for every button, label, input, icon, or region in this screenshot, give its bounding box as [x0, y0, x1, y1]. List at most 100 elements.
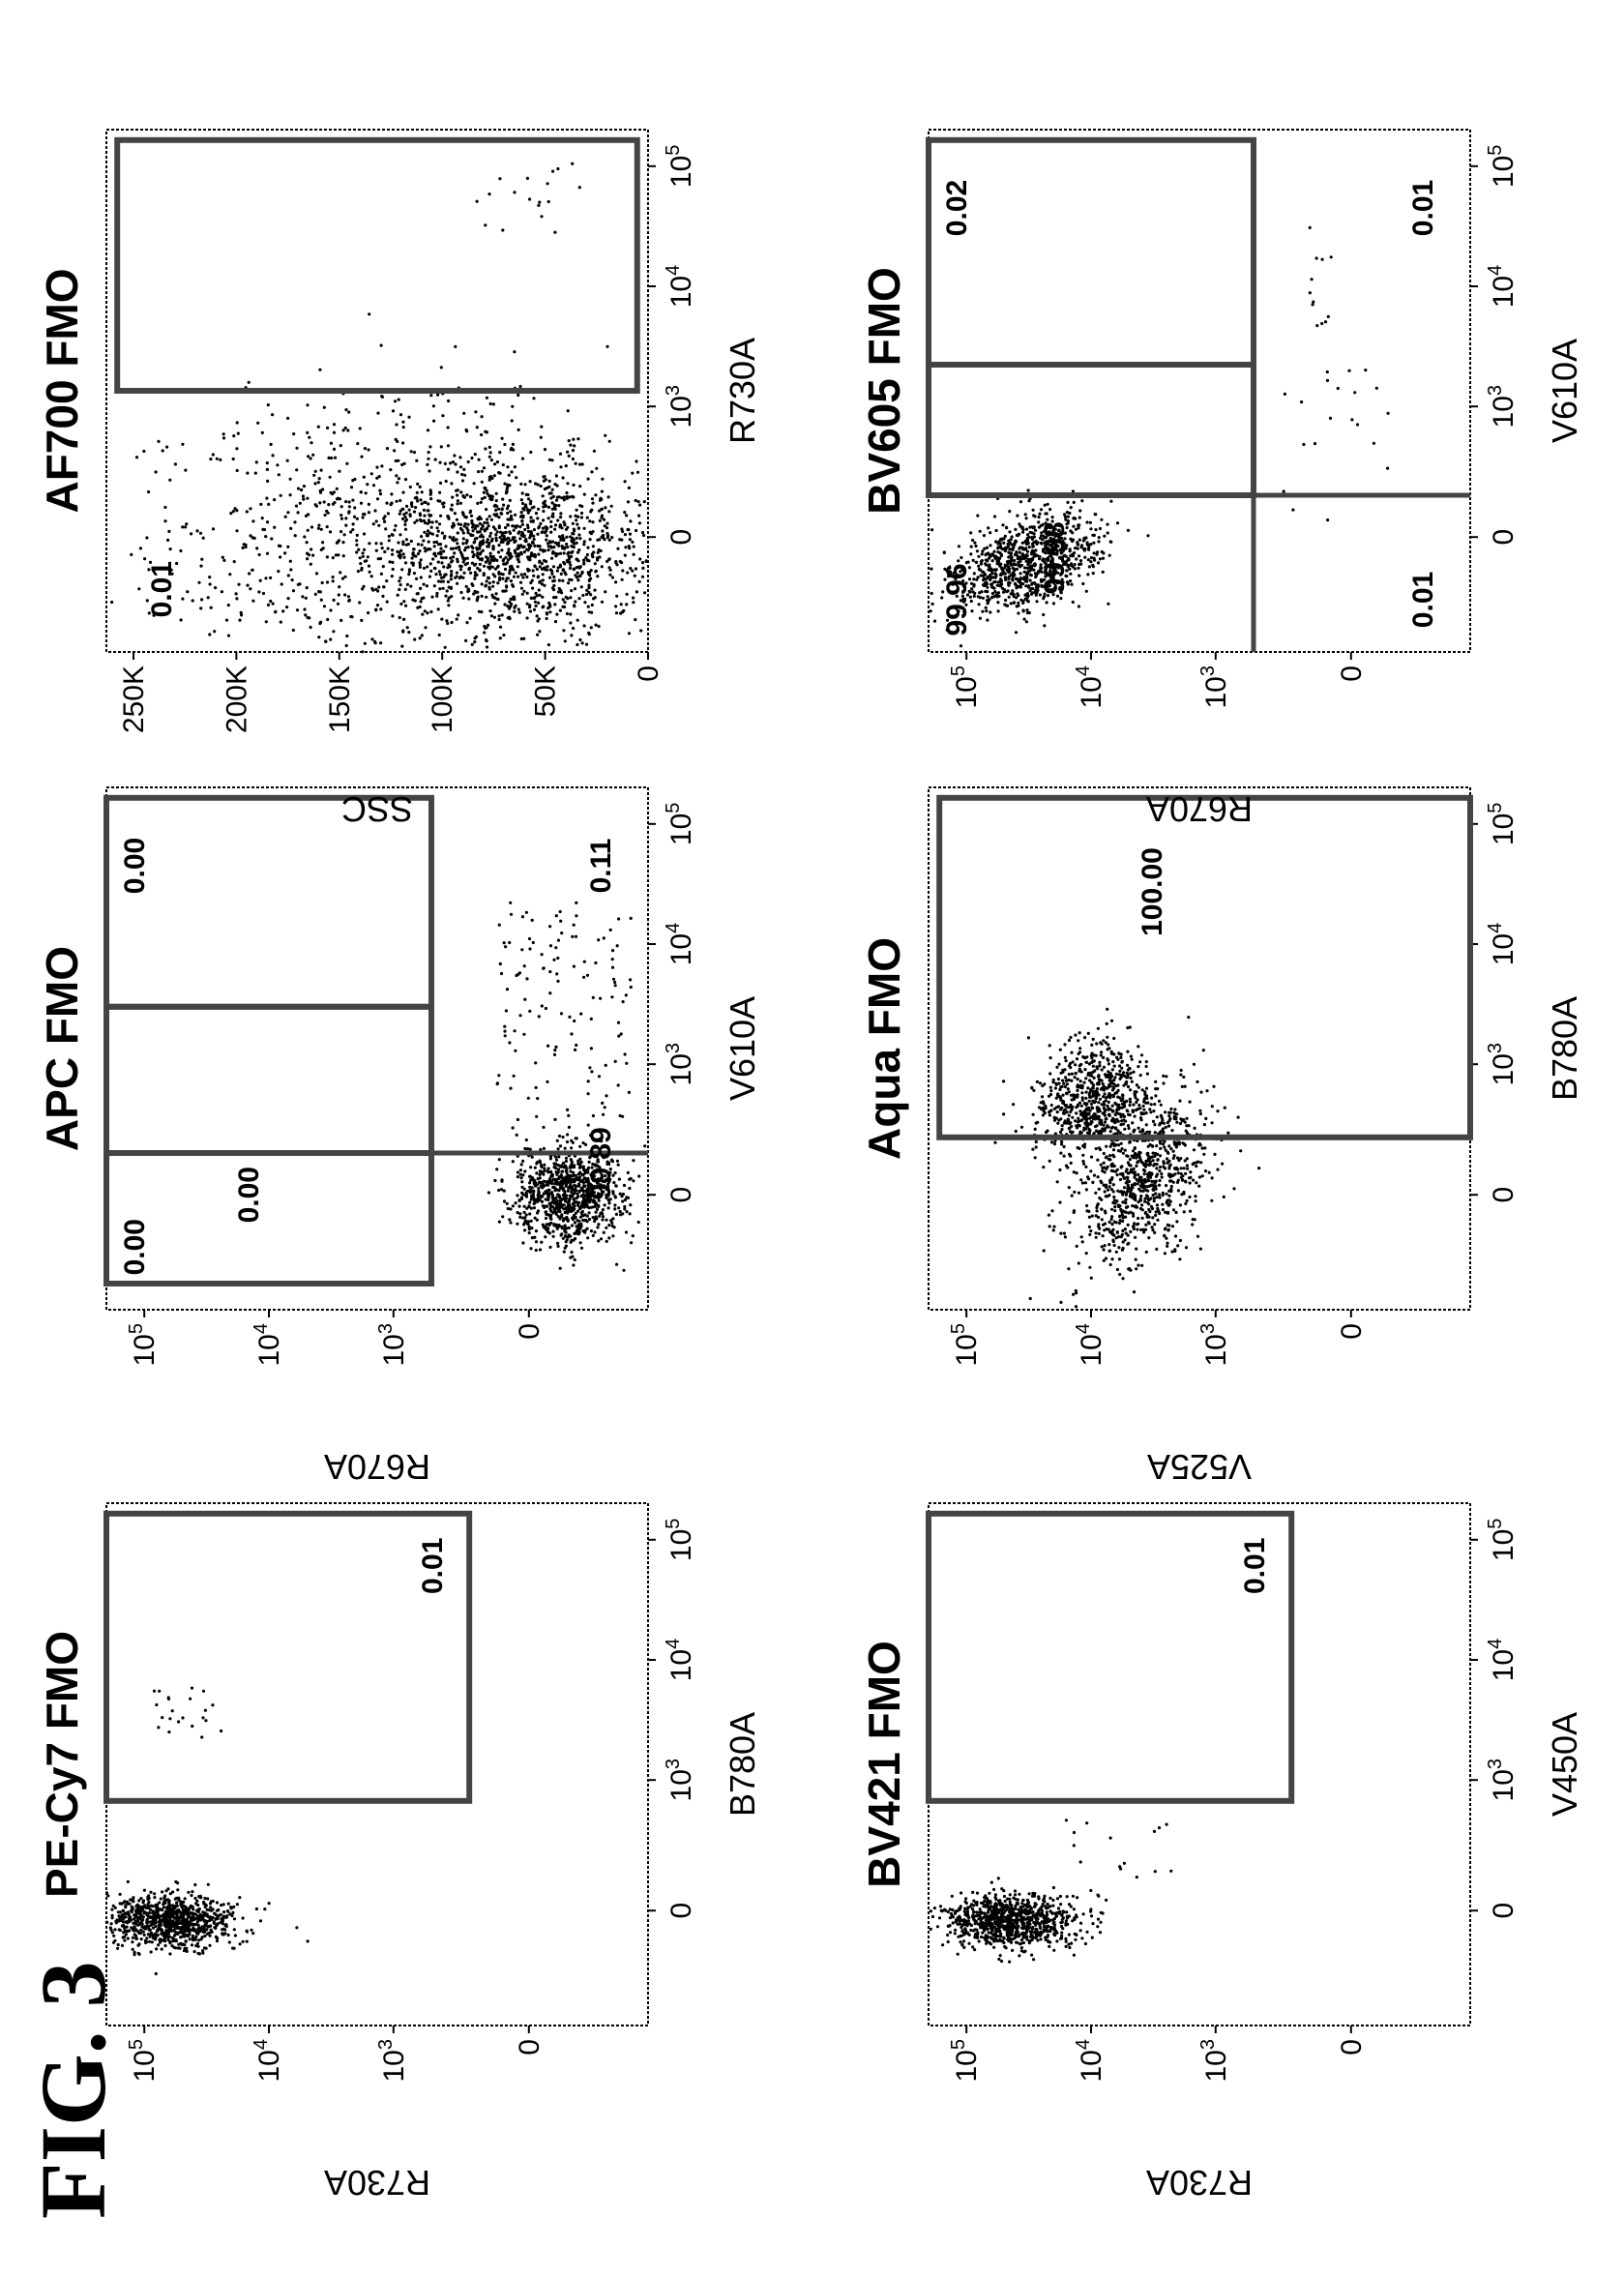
data-point: [411, 563, 415, 567]
data-point: [506, 604, 510, 608]
data-point: [536, 1194, 540, 1198]
data-point: [618, 1192, 622, 1196]
data-point: [264, 534, 268, 539]
data-point: [538, 560, 542, 564]
x-tick-label: 0: [665, 1903, 697, 1919]
data-point: [1184, 1171, 1188, 1175]
data-point: [145, 536, 149, 540]
data-point: [461, 576, 465, 579]
data-point: [395, 423, 399, 427]
data-point: [601, 1215, 605, 1219]
data-point: [423, 514, 427, 518]
data-point: [409, 450, 413, 454]
data-point: [431, 404, 435, 408]
data-point: [149, 1907, 153, 1911]
data-point: [296, 511, 300, 515]
data-point: [469, 514, 474, 518]
data-point: [478, 562, 482, 566]
data-point: [577, 1166, 582, 1169]
data-point: [513, 597, 517, 602]
data-point: [1025, 1937, 1029, 1941]
data-point: [630, 1241, 634, 1245]
data-point: [979, 1919, 983, 1924]
data-point: [376, 557, 380, 561]
data-point: [514, 513, 517, 517]
data-point: [1054, 1929, 1058, 1933]
data-point: [529, 1219, 533, 1223]
data-point: [211, 1915, 215, 1920]
data-point: [126, 1937, 130, 1940]
data-point: [556, 1214, 560, 1219]
data-point: [566, 1235, 570, 1239]
data-point: [378, 488, 382, 492]
data-point: [1005, 1930, 1009, 1934]
data-point: [305, 541, 309, 545]
gate-value: 0.11: [585, 839, 617, 894]
data-point: [193, 1916, 197, 1920]
data-point: [375, 476, 379, 480]
data-point: [403, 515, 407, 519]
data-point: [139, 1928, 143, 1932]
data-point: [582, 562, 586, 566]
data-point: [972, 1904, 976, 1907]
data-point: [162, 1935, 166, 1938]
data-point: [266, 520, 270, 524]
data-point: [332, 598, 336, 602]
data-point: [574, 1187, 577, 1191]
data-point: [494, 533, 498, 537]
data-point: [1126, 1123, 1131, 1128]
data-point: [1186, 1167, 1190, 1170]
data-point: [637, 521, 642, 525]
data-point: [624, 546, 628, 549]
data-point: [427, 547, 430, 551]
data-point: [456, 557, 459, 561]
data-point: [578, 1215, 583, 1219]
data-point: [184, 1906, 188, 1909]
data-point: [555, 1206, 559, 1211]
data-point: [188, 1920, 192, 1924]
data-point: [110, 1916, 114, 1920]
data-point: [958, 1919, 961, 1923]
data-point: [1030, 1927, 1035, 1931]
data-point: [553, 482, 557, 487]
data-point: [446, 621, 450, 626]
data-point: [609, 504, 613, 508]
data-point: [563, 1164, 567, 1168]
y-tick-label: 150K: [324, 665, 356, 733]
data-point: [1032, 1920, 1036, 1925]
data-point: [497, 516, 501, 519]
data-point: [538, 593, 542, 597]
data-point: [544, 530, 547, 535]
data-point: [436, 560, 440, 564]
data-point: [1065, 1910, 1069, 1914]
data-point: [596, 1164, 600, 1168]
data-point: [325, 555, 329, 559]
data-point: [509, 448, 513, 452]
data-point: [290, 577, 294, 582]
data-point: [1050, 1911, 1054, 1915]
data-point: [484, 447, 487, 451]
data-point: [512, 1074, 516, 1078]
data-point: [404, 604, 408, 607]
data-point: [463, 521, 467, 526]
data-point: [308, 435, 311, 439]
data-point: [521, 514, 525, 518]
data-point: [965, 1910, 970, 1914]
data-point: [559, 512, 563, 516]
data-point: [605, 1239, 608, 1243]
data-point: [170, 572, 174, 576]
data-point: [946, 1939, 950, 1944]
data-point: [314, 504, 318, 508]
data-point: [184, 525, 188, 529]
data-point: [572, 437, 576, 441]
data-point: [522, 549, 526, 554]
data-point: [367, 502, 370, 506]
data-point: [607, 1223, 611, 1227]
data-point: [576, 1203, 580, 1207]
data-point: [442, 501, 446, 505]
data-point: [518, 1014, 522, 1018]
data-point: [542, 509, 546, 514]
data-point: [631, 540, 635, 544]
data-point: [163, 519, 167, 523]
